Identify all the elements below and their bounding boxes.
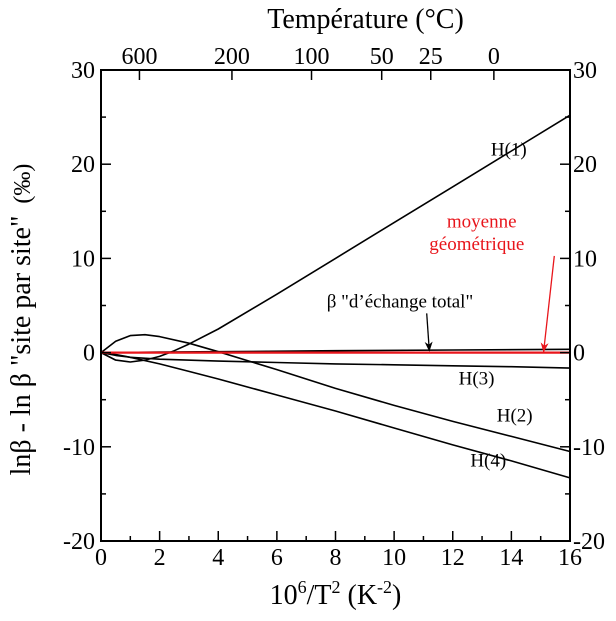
top-tick-label: 200 — [214, 44, 250, 70]
x-tick-label: 6 — [271, 545, 283, 571]
annotation-h-2: H(2) — [497, 405, 533, 426]
top-tick-label: 100 — [294, 44, 330, 70]
y-tick-label-right: -20 — [573, 529, 605, 555]
annotation-h-4: H(4) — [470, 451, 506, 472]
y-tick-label-left: -20 — [63, 529, 95, 555]
top-tick-label: 25 — [419, 44, 443, 70]
top-tick-label: 0 — [488, 44, 500, 70]
y-tick-label-left: -10 — [63, 435, 95, 461]
annotation-arrow — [540, 255, 555, 353]
x-tick-label: 14 — [499, 545, 523, 571]
y-tick-label-left: 30 — [71, 58, 95, 84]
annotation-d-change-total: β "d’échange total" — [327, 291, 474, 312]
x-tick-label: 0 — [95, 545, 107, 571]
annotation-h-1: H(1) — [491, 140, 527, 161]
y-tick-label-left: 20 — [71, 152, 95, 178]
top-tick-label: 600 — [121, 44, 157, 70]
annotation-arrow — [424, 313, 433, 352]
x-tick-label: 12 — [441, 545, 465, 571]
x-tick-label: 8 — [330, 545, 342, 571]
x-tick-label: 16 — [558, 545, 582, 571]
annotation-moyenne: moyenne — [447, 211, 517, 232]
axes-layer — [100, 69, 571, 542]
y-tick-label-left: 10 — [71, 246, 95, 272]
series-line-h-1 — [100, 114, 571, 363]
top-tick-label: 50 — [370, 44, 394, 70]
y-axis-title: lnβ - ln β "site par site"(‰) — [6, 164, 37, 476]
series-line-h-3 — [100, 351, 571, 369]
x-tick-label: 10 — [382, 545, 406, 571]
annotation-h-3: H(3) — [459, 369, 495, 390]
x-tick-label: 4 — [212, 545, 224, 571]
y-tick-label-right: 20 — [573, 152, 597, 178]
annotation-g-om-trique: géométrique — [429, 234, 524, 255]
y-tick-label-right: 10 — [573, 246, 597, 272]
y-tick-label-right: 0 — [573, 341, 585, 367]
x-tick-label: 2 — [154, 545, 166, 571]
x-axis-title: 106/T2 (K-2) — [270, 577, 402, 611]
series-line-h-4 — [100, 351, 571, 479]
y-tick-label-right: 30 — [573, 58, 597, 84]
y-tick-label-left: 0 — [83, 341, 95, 367]
top-axis-title: Température (°C) — [267, 4, 464, 35]
y-tick-label-right: -10 — [573, 435, 605, 461]
plot-layer — [100, 114, 571, 479]
